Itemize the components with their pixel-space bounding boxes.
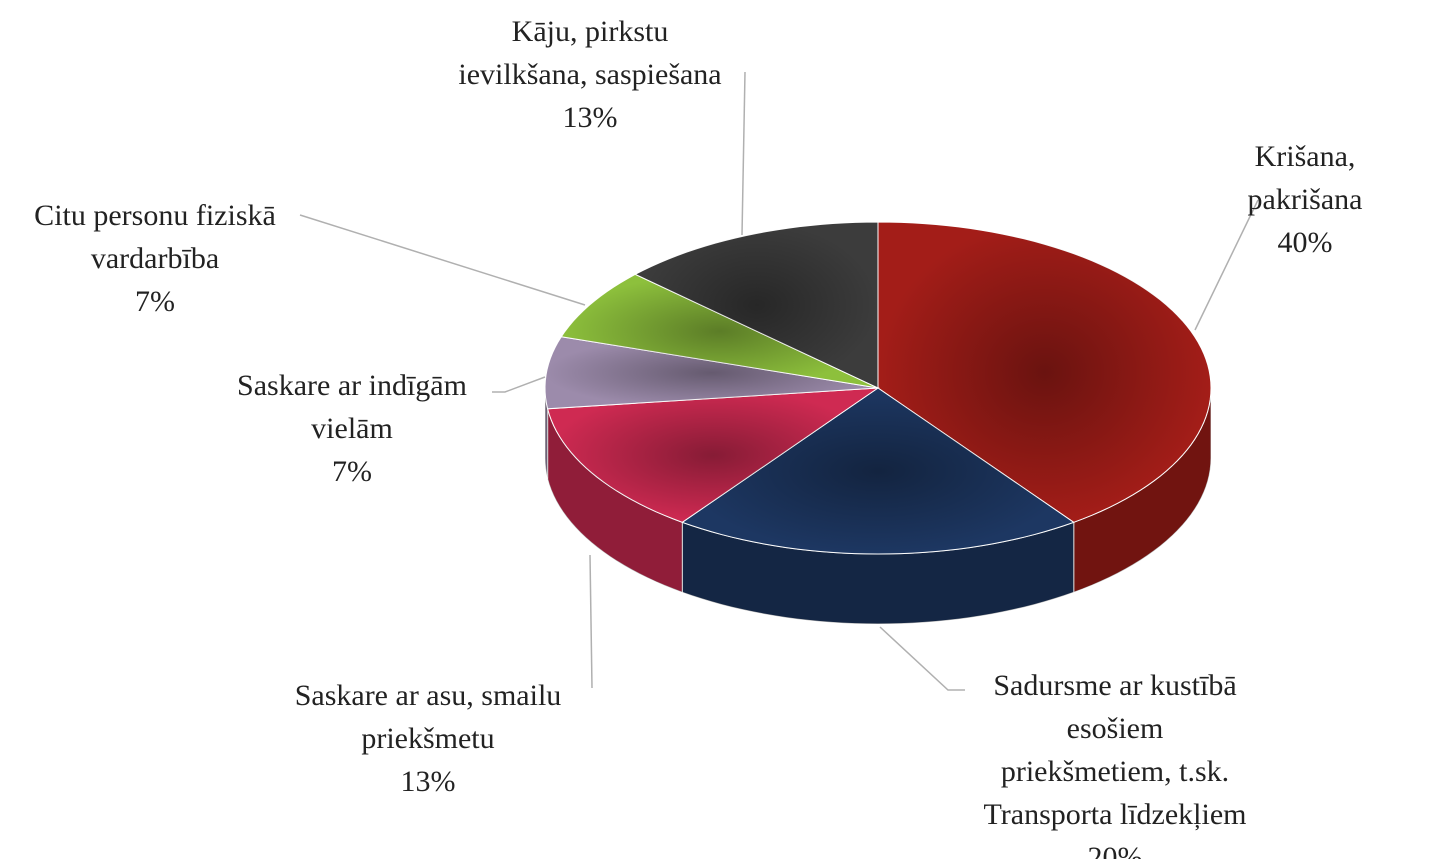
leader-line <box>589 554 593 689</box>
value-label: 13% <box>562 101 618 134</box>
leader-line <box>492 376 546 393</box>
slice-shade <box>545 336 878 409</box>
leader-line <box>879 626 965 691</box>
value-label: 7% <box>331 455 372 488</box>
value-label: 7% <box>134 285 175 318</box>
category-label: Sadursme ar kustībā esošiem priekšmetiem… <box>983 669 1247 831</box>
slice-shade <box>547 388 878 523</box>
value-label: 13% <box>400 765 456 798</box>
category-label: Krišana, pakrišana <box>1247 140 1363 216</box>
slice-label: Sadursme ar kustībā esošiem priekšmetiem… <box>983 664 1246 859</box>
slice-side-shade <box>547 408 683 593</box>
category-label: Citu personu fiziskā vardarbība <box>34 199 276 275</box>
slice-label: Saskare ar indīgām vielām 7% <box>237 364 467 493</box>
category-label: Saskare ar indīgām vielām <box>237 369 467 445</box>
leader-line <box>1194 199 1259 331</box>
slice-label: Krišana, pakrišana 40% <box>1235 135 1375 264</box>
category-label: Kāju, pirkstu ievilkšana, saspiešana <box>458 15 722 91</box>
leader-line <box>741 71 746 236</box>
slice-shade <box>682 388 1074 554</box>
slice-side-shade <box>1073 388 1211 593</box>
pie-sides <box>544 387 1212 625</box>
slice-shade <box>561 274 878 388</box>
slice-label: Saskare ar asu, smailu priekšmetu 13% <box>295 674 562 803</box>
slice-label: Kāju, pirkstu ievilkšana, saspiešana 13% <box>458 10 721 139</box>
slice-label: Citu personu fiziskā vardarbība 7% <box>34 194 276 323</box>
slice-side-shade <box>545 388 548 479</box>
value-label: 20% <box>1087 841 1143 859</box>
leader-line <box>299 214 586 306</box>
category-label: Saskare ar asu, smailu priekšmetu <box>294 679 562 755</box>
slice-shade <box>635 222 878 388</box>
value-label: 40% <box>1277 226 1333 259</box>
slice-shade <box>878 222 1211 523</box>
pie-tops <box>544 221 1212 555</box>
slice-side-shade <box>682 522 1074 624</box>
